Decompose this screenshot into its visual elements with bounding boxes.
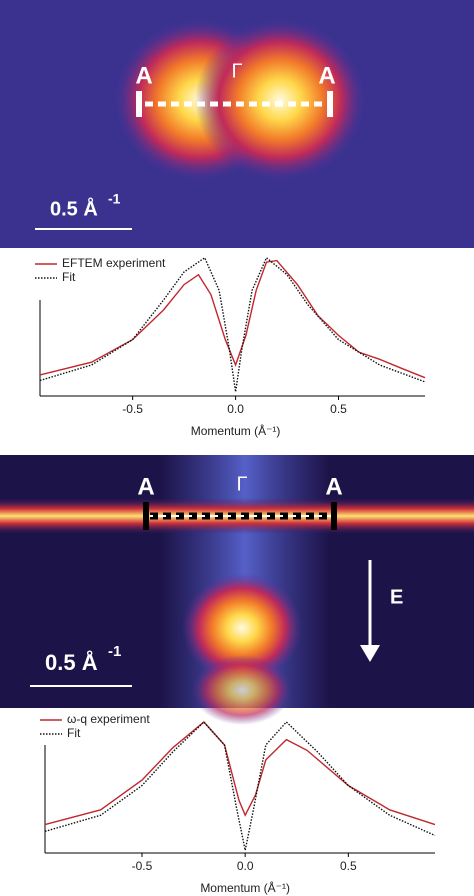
x-axis-label: Momentum (Å⁻¹) bbox=[200, 880, 290, 895]
scale-exponent: -1 bbox=[108, 191, 121, 207]
legend-label: EFTEM experiment bbox=[62, 256, 166, 270]
point-label: Γ bbox=[231, 60, 242, 82]
legend-label: Fit bbox=[67, 726, 81, 740]
x-tick-label: -0.5 bbox=[122, 402, 143, 416]
legend-label: ω-q experiment bbox=[67, 712, 150, 726]
series-line bbox=[39, 259, 426, 379]
x-tick-label: -0.5 bbox=[132, 859, 153, 873]
series-line bbox=[39, 256, 426, 392]
image-panel-1: A Γ A 0.5 Å -1 bbox=[0, 0, 474, 248]
scale-label: 0.5 Å bbox=[45, 649, 98, 675]
point-label: A bbox=[135, 62, 152, 89]
x-tick-label: 0.0 bbox=[227, 402, 244, 416]
series-line bbox=[44, 720, 436, 851]
arrow-label: E bbox=[390, 586, 403, 608]
series-line bbox=[44, 721, 436, 826]
point-label: Γ bbox=[236, 473, 247, 495]
scale-label: 0.5 Å bbox=[50, 196, 98, 220]
legend-label: Fit bbox=[62, 270, 76, 284]
x-axis-label: Momentum (Å⁻¹) bbox=[191, 423, 281, 438]
point-label: A bbox=[137, 473, 154, 500]
point-label: A bbox=[318, 62, 335, 89]
point-label: A bbox=[325, 473, 342, 500]
scale-exponent: -1 bbox=[108, 643, 121, 660]
x-tick-label: 0.0 bbox=[237, 859, 254, 873]
x-tick-label: 0.5 bbox=[340, 859, 357, 873]
x-tick-label: 0.5 bbox=[330, 402, 347, 416]
image-panel-2: A Γ A E 0.5 Å -1 bbox=[0, 455, 474, 725]
